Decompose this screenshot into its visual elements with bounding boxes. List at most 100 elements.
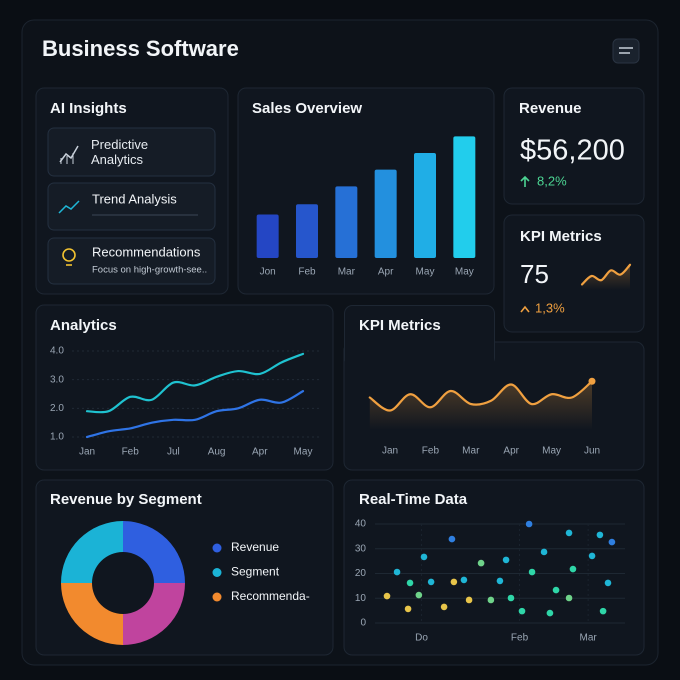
legend-label: Segment <box>231 565 280 579</box>
up-arrow <box>520 175 530 187</box>
x-tick-label: Mar <box>338 267 356 278</box>
slice <box>61 583 123 645</box>
x-tick-label: Apr <box>503 446 519 457</box>
x-tick-label: Apr <box>252 447 268 458</box>
slice <box>61 521 123 583</box>
insight-item[interactable] <box>47 182 216 231</box>
y-tick-label: 4.0 <box>50 346 64 357</box>
panel-title: KPI Metrics <box>520 228 602 245</box>
point <box>496 577 504 585</box>
point <box>569 565 577 573</box>
x-tick-label: Apr <box>378 267 394 278</box>
panel <box>345 340 494 370</box>
bar <box>256 214 279 258</box>
end-marker <box>588 377 596 385</box>
up-arrow <box>520 305 530 313</box>
panel-title: Real-Time Data <box>359 491 468 508</box>
point <box>502 556 510 564</box>
x-tick-label: May <box>542 446 561 457</box>
line <box>85 352 305 414</box>
x-tick-label: Aug <box>208 447 226 458</box>
legend-swatch <box>212 543 222 553</box>
panel-title: AI Insights <box>50 100 127 117</box>
point <box>546 609 554 617</box>
point <box>608 538 616 546</box>
panel-title: KPI Metrics <box>359 317 441 334</box>
panel-title: Revenue by Segment <box>50 491 202 508</box>
panel-title: Sales Overview <box>252 100 362 117</box>
y-tick-label: 2.0 <box>50 403 64 414</box>
point <box>565 529 573 537</box>
point <box>393 568 401 576</box>
icon <box>59 145 79 163</box>
insight-label: Recommendations <box>92 244 201 259</box>
point <box>552 586 560 594</box>
legend-swatch <box>212 592 222 602</box>
slice <box>123 583 185 645</box>
y-tick-label: 30 <box>355 543 367 554</box>
icon <box>58 200 80 214</box>
insight-label: Predictive Analytics <box>91 137 149 167</box>
y-tick-label: 1.0 <box>50 432 64 443</box>
insight-label: Trend Analysis <box>92 191 177 206</box>
bar <box>335 186 358 258</box>
point <box>604 579 612 587</box>
x-tick-label: May <box>455 267 474 278</box>
point <box>599 607 607 615</box>
icon <box>62 248 76 262</box>
panel-title: Analytics <box>50 317 117 334</box>
insight-item[interactable] <box>47 127 216 177</box>
point <box>540 548 548 556</box>
point <box>487 596 495 604</box>
point <box>420 553 428 561</box>
point <box>427 578 435 586</box>
slice <box>123 521 185 583</box>
panel <box>35 304 334 471</box>
card-title: Revenue <box>519 100 582 117</box>
kpi-change: 1,3% <box>535 300 565 315</box>
app-title: Business Software <box>42 36 239 61</box>
point <box>528 568 536 576</box>
menu-button[interactable] <box>612 38 640 64</box>
insight-label-box: Predictive Analytics <box>91 137 149 167</box>
x-tick-label: Feb <box>511 633 529 644</box>
x-tick-label: May <box>294 447 313 458</box>
point <box>406 579 414 587</box>
point <box>588 552 596 560</box>
line <box>85 390 305 439</box>
y-tick-label: 3.0 <box>50 374 64 385</box>
insight-item[interactable] <box>47 237 216 285</box>
bar <box>374 169 397 258</box>
legend-swatch <box>212 568 222 577</box>
point <box>448 535 456 543</box>
line <box>368 380 594 412</box>
legend-label: Recommenda- <box>231 589 310 603</box>
point <box>460 576 468 584</box>
line <box>580 263 632 286</box>
bar <box>296 204 318 258</box>
y-tick-label: 20 <box>355 568 367 579</box>
panel <box>503 214 645 333</box>
point <box>440 603 448 611</box>
point <box>565 594 573 602</box>
y-tick-label: 40 <box>355 519 367 530</box>
area <box>582 264 630 290</box>
x-tick-label: Jun <box>584 446 600 457</box>
x-tick-label: Jan <box>382 446 398 457</box>
kpi-value: 75 <box>520 259 549 289</box>
point <box>518 607 526 615</box>
bar <box>414 153 436 258</box>
point <box>465 596 473 604</box>
y-tick-label: 10 <box>355 593 367 604</box>
card-value: $56,200 <box>520 135 625 167</box>
x-tick-label: Jon <box>260 267 276 278</box>
point <box>383 592 391 600</box>
point <box>450 578 458 586</box>
card-change: 8,2% <box>537 173 567 188</box>
point <box>404 605 412 613</box>
x-tick-label: Feb <box>122 447 140 458</box>
area <box>369 381 592 430</box>
x-tick-label: Jul <box>167 447 180 458</box>
x-tick-label: Mar <box>462 446 480 457</box>
